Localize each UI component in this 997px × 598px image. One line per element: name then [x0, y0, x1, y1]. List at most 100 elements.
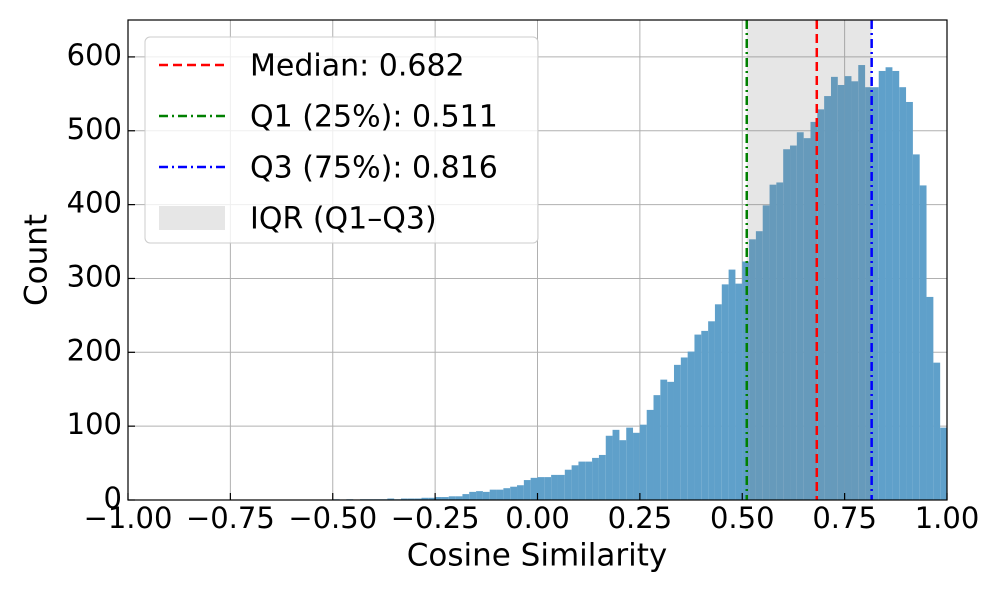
histogram-bar [435, 497, 442, 500]
histogram-bar [448, 496, 456, 500]
histogram-bar [462, 494, 470, 500]
histogram-bar [885, 67, 893, 500]
histogram-bar [899, 87, 907, 500]
histogram-bar [407, 498, 415, 500]
histogram-bar [660, 379, 668, 500]
histogram-bar [585, 461, 593, 500]
histogram-bar [755, 231, 763, 500]
iqr-span [746, 20, 872, 500]
histogram-bar [694, 334, 702, 500]
histogram-bar [441, 497, 449, 500]
histogram-bar [564, 469, 572, 500]
histogram-bar [551, 474, 558, 500]
histogram-bar [414, 498, 422, 500]
histogram-bar [769, 184, 777, 500]
histogram-bar [933, 362, 941, 500]
histogram-bar [749, 239, 756, 501]
histogram-bar [803, 138, 811, 500]
x-tick-label: 1.00 [915, 501, 980, 535]
legend: Median: 0.682 Q1 (25%): 0.511 Q3 (75%): 0.… [144, 36, 539, 244]
histogram-bar [482, 491, 490, 500]
histogram-bar [544, 477, 552, 500]
histogram-bar [871, 87, 879, 500]
legend-patch [159, 206, 225, 230]
histogram-bar [783, 149, 791, 500]
histogram-bar [503, 488, 511, 500]
x-tick-label: 0.00 [505, 501, 570, 535]
histogram-bar [605, 435, 613, 500]
histogram-bar [598, 454, 606, 500]
histogram-bar [810, 121, 818, 501]
x-tick-label: −0.25 [391, 501, 480, 535]
histogram-bar [742, 261, 750, 500]
histogram-bar [510, 486, 518, 500]
histogram-bar [517, 485, 524, 500]
histogram-bar [673, 364, 681, 500]
histogram-bar [708, 321, 715, 500]
histogram-bar [578, 461, 586, 500]
histogram-bar [824, 96, 831, 501]
x-tick-label: −0.75 [186, 501, 275, 535]
legend-box [144, 36, 539, 244]
histogram-bar [646, 409, 654, 500]
y-tick-label: 0 [104, 481, 122, 515]
histogram-bar [571, 465, 579, 500]
histogram-bar [776, 182, 784, 500]
histogram-bar [523, 480, 531, 500]
histogram-bar [653, 395, 661, 500]
histogram-bar [557, 474, 565, 500]
histogram-bar [489, 489, 497, 500]
histogram-bar [817, 109, 825, 500]
histogram-bar [844, 76, 852, 500]
histogram-bar [592, 457, 599, 500]
histogram-bar [626, 427, 634, 500]
histogram-bar [721, 284, 729, 500]
y-tick-label: 200 [67, 333, 122, 367]
histogram-bar [680, 357, 688, 500]
histogram-bar [940, 427, 947, 500]
histogram-bar [701, 330, 709, 500]
histogram-bar [530, 477, 538, 500]
histogram-bar [687, 351, 695, 500]
histogram-bar [830, 76, 838, 500]
x-tick-label: −1.00 [84, 501, 173, 535]
histogram-bar [428, 497, 436, 500]
histogram-bar [537, 477, 545, 500]
legend-label: Median: 0.682 [250, 49, 465, 84]
histogram-bar [892, 70, 900, 500]
legend-label: Q1 (25%): 0.511 [250, 100, 498, 135]
histogram-bar [926, 296, 934, 500]
histogram-bar [851, 81, 859, 501]
x-tick-label: −0.50 [288, 501, 377, 535]
x-tick-label: 0.25 [608, 501, 673, 535]
histogram-bar [790, 145, 797, 501]
histogram-bar [639, 424, 647, 500]
histogram-bar [762, 205, 770, 500]
legend-label: Q3 (75%): 0.816 [250, 151, 498, 186]
y-tick-label: 300 [67, 259, 122, 293]
histogram-bar [714, 304, 722, 500]
histogram-bar [476, 491, 483, 500]
histogram-bar [906, 101, 913, 500]
histogram-bar [496, 489, 504, 500]
histogram-bar [633, 432, 640, 500]
histogram-bar [612, 429, 620, 500]
histogram-bar [837, 84, 845, 500]
histogram-bar [878, 70, 886, 500]
legend-label: IQR (Q1–Q3) [250, 202, 437, 237]
histogram-bar [735, 283, 743, 500]
histogram-bar [401, 498, 408, 500]
histogram-bar [387, 498, 395, 500]
histogram-bar [667, 381, 674, 500]
histogram-bar [865, 87, 872, 500]
y-axis-label: Count [19, 214, 55, 306]
histogram-bar [919, 185, 927, 500]
x-tick-label: 0.75 [812, 501, 877, 535]
histogram-bar [469, 491, 477, 500]
histogram-bar [728, 269, 736, 500]
histogram-bar [455, 496, 463, 500]
histogram-bar [858, 65, 866, 501]
histogram-bar [421, 497, 429, 500]
x-tick-label: 0.50 [710, 501, 775, 535]
